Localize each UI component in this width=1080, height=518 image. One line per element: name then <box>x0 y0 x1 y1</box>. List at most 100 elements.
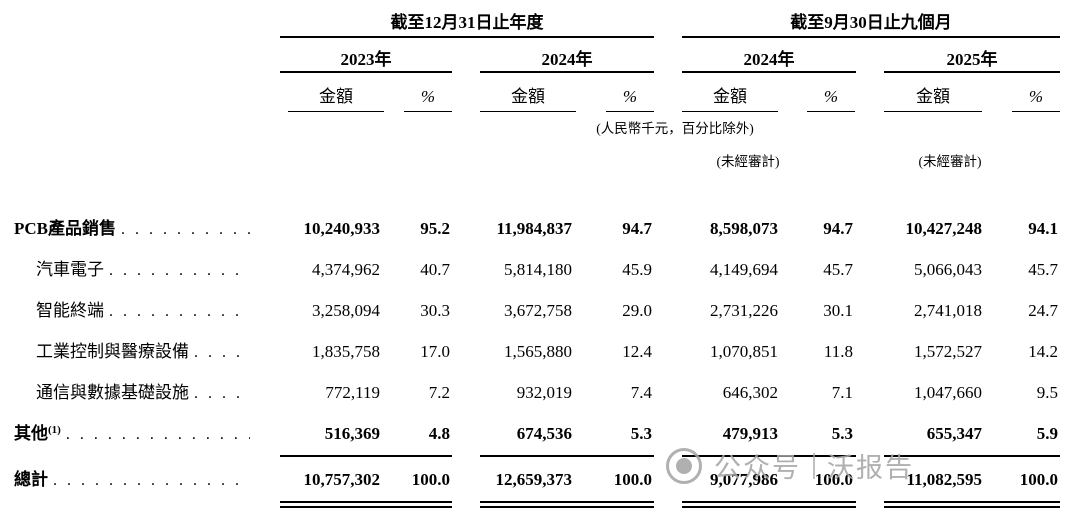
period-header-annual: 截至12月31日止年度 <box>280 8 654 38</box>
9m2024-pct: 30.1 <box>823 301 853 320</box>
fy2024-amount: 932,019 <box>516 383 572 402</box>
9m2024-pct: 5.3 <box>831 424 853 443</box>
total-double-rule <box>280 501 452 503</box>
fy2023-pct: 100.0 <box>411 470 450 489</box>
fy2024-pct: 94.7 <box>622 219 652 238</box>
table-body: PCB產品銷售 10,240,933 95.2 11,984,837 94.7 … <box>0 208 1058 454</box>
total-double-rule <box>480 501 654 503</box>
row-label-text: 總計 <box>14 470 48 489</box>
row-label-text: 工業控制與醫療設備 <box>36 342 189 361</box>
fy2024-pct: 29.0 <box>622 301 652 320</box>
row-label: 總計 <box>0 460 250 500</box>
watermark-divider <box>813 452 815 479</box>
fy2024-amount: 5,814,180 <box>504 260 572 279</box>
fy2023-amount: 516,369 <box>324 424 380 443</box>
fy2023-pct: 40.7 <box>420 260 450 279</box>
fy2023-pct: 95.2 <box>420 219 450 238</box>
row-label: 其他 (1) <box>0 413 250 454</box>
row-label-text: 其他 <box>14 424 48 443</box>
year-header-2024-9m: 2024年 <box>682 44 856 73</box>
period-header-nine-months-label: 截至9月30日止九個月 <box>790 13 952 32</box>
year-header-2024: 2024年 <box>480 44 654 73</box>
currency-unit-note: (人民幣千元，百分比除外) <box>596 121 754 136</box>
percent-header-2024: % <box>606 84 654 112</box>
9m2025-pct: 100.0 <box>1019 470 1058 489</box>
wechat-official-account-icon <box>666 447 702 484</box>
total-double-rule <box>682 501 856 503</box>
row-label: 工業控制與醫療設備 <box>0 331 250 372</box>
9m2025-pct: 14.2 <box>1028 342 1058 361</box>
9m2024-pct: 100.0 <box>814 470 853 489</box>
dot-leader <box>121 208 250 249</box>
fy2023-amount: 10,240,933 <box>303 219 381 238</box>
9m2025-pct: 5.9 <box>1036 424 1058 443</box>
9m2025-amount: 5,066,043 <box>914 260 982 279</box>
fy2023-pct: 4.8 <box>428 424 450 443</box>
dot-leader <box>194 331 250 372</box>
row-label-text: PCB產品銷售 <box>14 219 116 238</box>
9m2025-pct: 45.7 <box>1028 260 1058 279</box>
fy2024-pct: 100.0 <box>613 470 652 489</box>
amount-header-2024: 金額 <box>480 84 576 112</box>
amount-header-2025: 金額 <box>884 84 982 112</box>
subtotal-rule <box>480 455 654 457</box>
fy2023-amount: 3,258,094 <box>312 301 380 320</box>
9m2025-amount: 1,047,660 <box>914 383 982 402</box>
percent-header-2023: % <box>404 84 452 112</box>
total-double-rule <box>682 506 856 508</box>
fy2023-pct: 7.2 <box>428 383 450 402</box>
9m2024-amount: 646,302 <box>722 383 778 402</box>
percent-header-2024-9m: % <box>807 84 855 112</box>
9m2024-amount: 479,913 <box>722 424 778 443</box>
fy2023-pct: 17.0 <box>420 342 450 361</box>
dot-leader <box>194 372 250 413</box>
unaudited-note-2024-9m: (未經審計) <box>716 154 780 169</box>
9m2025-amount: 1,572,527 <box>914 342 982 361</box>
9m2024-pct: 45.7 <box>823 260 853 279</box>
year-header-2025: 2025年 <box>884 44 1060 73</box>
fy2023-amount: 10,757,302 <box>303 470 381 489</box>
row-label-text: 汽車電子 <box>36 260 104 279</box>
9m2025-amount: 2,741,018 <box>914 301 982 320</box>
unaudited-note-2025: (未經審計) <box>918 154 982 169</box>
fy2023-amount: 772,119 <box>325 383 380 402</box>
row-label: 通信與數據基礎設施 <box>0 372 250 413</box>
9m2024-amount: 4,149,694 <box>710 260 778 279</box>
9m2025-pct: 94.1 <box>1028 219 1058 238</box>
9m2024-pct: 11.8 <box>823 342 853 361</box>
watermark: 公众号 沃报告 <box>666 446 914 485</box>
percent-header-2025: % <box>1012 84 1060 112</box>
9m2025-pct: 24.7 <box>1028 301 1058 320</box>
dot-leader <box>66 413 250 454</box>
row-label-text: 智能終端 <box>36 301 104 320</box>
subtotal-rule <box>884 455 1060 457</box>
subtotal-rule <box>682 455 856 457</box>
9m2025-amount: 10,427,248 <box>905 219 983 238</box>
total-double-rule <box>884 501 1060 503</box>
fy2024-amount: 674,536 <box>516 424 572 443</box>
fy2024-pct: 7.4 <box>630 383 652 402</box>
amount-header-2024-9m: 金額 <box>682 84 778 112</box>
dot-leader <box>109 290 250 331</box>
fy2024-pct: 5.3 <box>630 424 652 443</box>
subtotal-rule <box>280 455 452 457</box>
fy2023-amount: 4,374,962 <box>312 260 380 279</box>
total-double-rule <box>480 506 654 508</box>
fy2024-amount: 12,659,373 <box>495 470 573 489</box>
fy2024-amount: 11,984,837 <box>496 219 572 238</box>
watermark-source: 公众号 <box>714 453 801 483</box>
9m2024-amount: 2,731,226 <box>710 301 778 320</box>
fy2023-pct: 30.3 <box>420 301 450 320</box>
total-double-rule <box>884 506 1060 508</box>
row-label: 智能終端 <box>0 290 250 331</box>
9m2024-pct: 7.1 <box>831 383 853 402</box>
period-header-annual-label: 截至12月31日止年度 <box>390 13 544 32</box>
period-header-nine-months: 截至9月30日止九個月 <box>682 8 1060 38</box>
fy2024-amount: 3,672,758 <box>504 301 572 320</box>
fy2024-pct: 12.4 <box>622 342 652 361</box>
9m2024-amount: 9,077,986 <box>710 470 778 489</box>
row-label-text: 通信與數據基礎設施 <box>36 383 189 402</box>
9m2024-pct: 94.7 <box>823 219 853 238</box>
9m2025-amount: 11,082,595 <box>906 470 982 489</box>
